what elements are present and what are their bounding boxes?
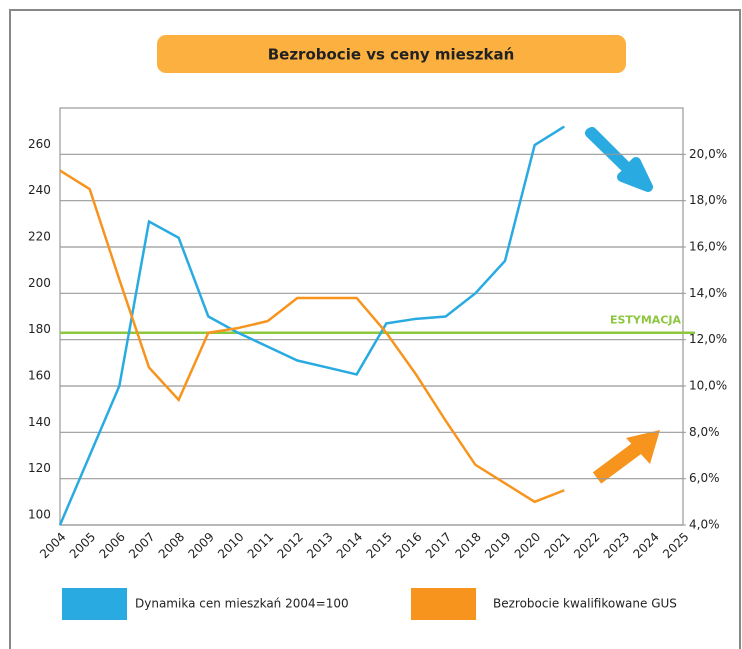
x-tick-label: 2018 — [452, 530, 483, 561]
x-tick-label: 2013 — [304, 530, 335, 561]
x-tick-label: 2022 — [571, 530, 602, 561]
y-tick-label: 180 — [28, 322, 51, 336]
x-tick-label: 2006 — [96, 530, 127, 561]
y2-tick-label: 20,0% — [689, 147, 727, 161]
y-tick-label: 160 — [28, 369, 51, 383]
y-tick-label: 200 — [28, 276, 51, 290]
y2-tick-label: 16,0% — [689, 240, 727, 254]
trend-arrow — [585, 127, 653, 192]
y-tick-label: 220 — [28, 230, 51, 244]
y2-tick-label: 6,0% — [689, 471, 720, 485]
x-tick-label: 2024 — [630, 530, 661, 561]
x-tick-label: 2020 — [512, 530, 543, 561]
legend-swatch — [62, 588, 127, 620]
x-tick-label: 2004 — [37, 530, 68, 561]
x-tick-label: 2009 — [185, 530, 216, 561]
y2-tick-label: 18,0% — [689, 193, 727, 207]
y2-tick-label: 12,0% — [689, 332, 727, 346]
legend-label: Bezrobocie kwalifikowane GUS — [493, 597, 677, 611]
x-tick-label: 2015 — [363, 530, 394, 561]
series-line — [58, 125, 565, 526]
y2-tick-label: 8,0% — [689, 425, 720, 439]
x-tick-label: 2025 — [660, 530, 691, 561]
x-tick-label: 2016 — [393, 530, 424, 561]
title-box — [157, 35, 626, 73]
frame — [9, 9, 741, 649]
y-tick-label: 120 — [28, 461, 51, 475]
x-tick-label: 2019 — [482, 530, 513, 561]
y2-tick-label: 4,0% — [689, 518, 720, 532]
series-line — [59, 169, 565, 504]
y-tick-label: 100 — [28, 508, 51, 522]
chart-title: Bezrobocie vs ceny mieszkań — [268, 46, 515, 64]
legend-swatch — [411, 588, 476, 620]
x-tick-label: 2005 — [67, 530, 98, 561]
x-tick-label: 2010 — [215, 530, 246, 561]
trend-arrow — [592, 440, 645, 484]
reference-label: ESTYMACJA — [610, 314, 682, 327]
x-tick-label: 2011 — [245, 530, 276, 561]
y-tick-label: 240 — [28, 183, 51, 197]
x-tick-label: 2023 — [601, 530, 632, 561]
trend-arrow — [626, 430, 660, 464]
y2-tick-label: 14,0% — [689, 286, 727, 300]
y-tick-label: 140 — [28, 415, 51, 429]
x-tick-label: 2012 — [274, 530, 305, 561]
x-tick-label: 2017 — [423, 530, 454, 561]
x-tick-label: 2014 — [334, 530, 365, 561]
y2-tick-label: 10,0% — [689, 379, 727, 393]
x-tick-label: 2008 — [156, 530, 187, 561]
legend-label: Dynamika cen mieszkań 2004=100 — [135, 597, 349, 611]
x-tick-label: 2021 — [541, 530, 572, 561]
x-tick-label: 2007 — [126, 530, 157, 561]
y-tick-label: 260 — [28, 137, 51, 151]
